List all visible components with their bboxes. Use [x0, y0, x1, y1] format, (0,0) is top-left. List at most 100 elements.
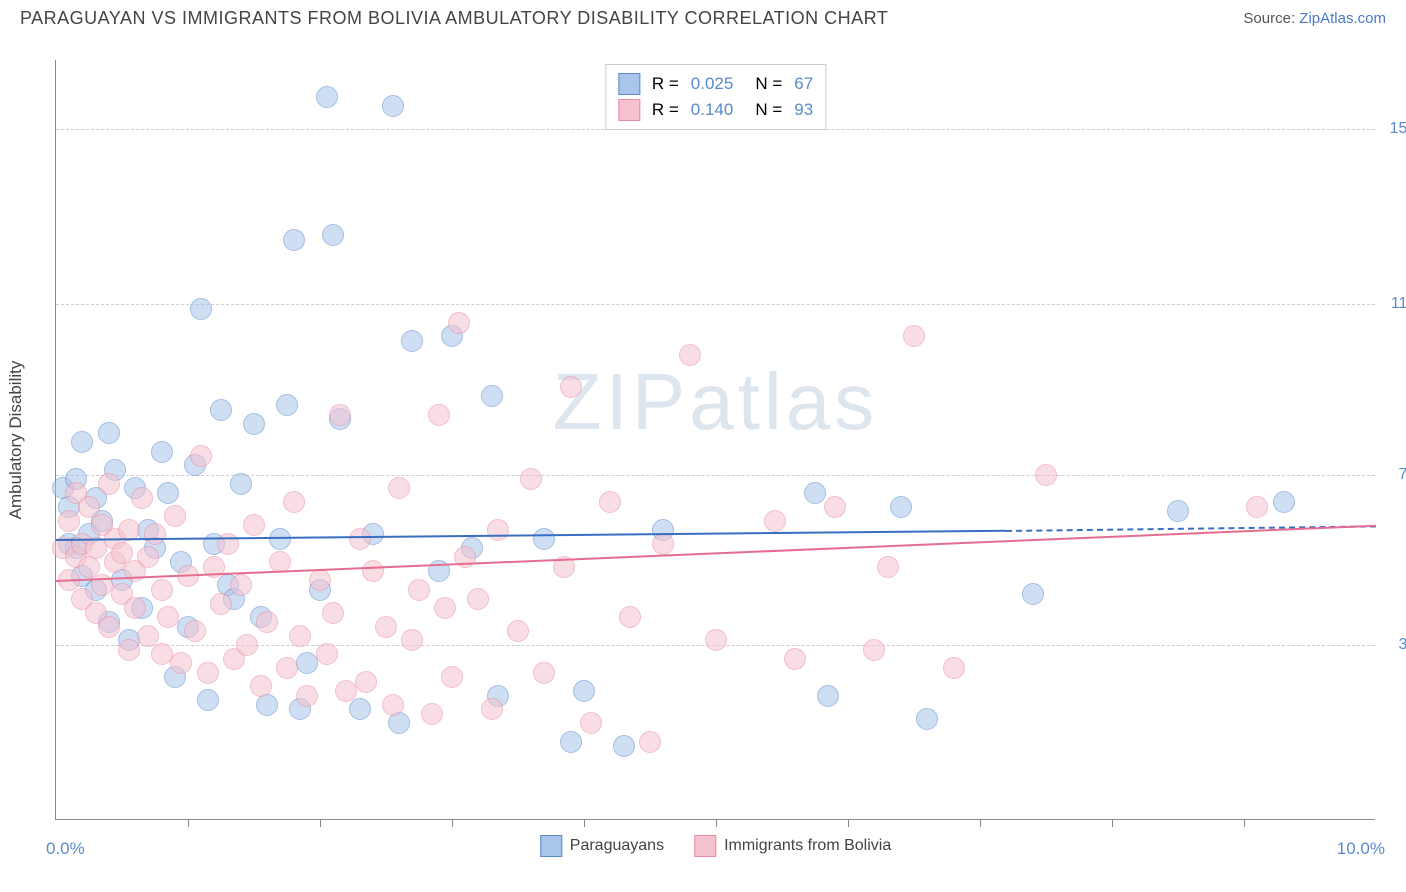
- scatter-point: [276, 657, 298, 679]
- scatter-point: [269, 528, 291, 550]
- scatter-point: [599, 491, 621, 513]
- scatter-point: [1246, 496, 1268, 518]
- scatter-point: [619, 606, 641, 628]
- legend-swatch: [694, 835, 716, 857]
- scatter-point: [309, 569, 331, 591]
- scatter-point: [817, 685, 839, 707]
- scatter-point: [560, 731, 582, 753]
- scatter-point: [877, 556, 899, 578]
- scatter-point: [296, 685, 318, 707]
- scatter-point: [388, 477, 410, 499]
- x-axis-min-label: 0.0%: [46, 839, 85, 859]
- scatter-point: [151, 441, 173, 463]
- scatter-point: [137, 546, 159, 568]
- x-tick: [848, 819, 849, 827]
- scatter-point: [243, 514, 265, 536]
- scatter-point: [98, 422, 120, 444]
- scatter-point: [804, 482, 826, 504]
- stats-row: R =0.025N =67: [618, 71, 813, 97]
- scatter-point: [560, 376, 582, 398]
- scatter-point: [349, 698, 371, 720]
- scatter-point: [118, 639, 140, 661]
- scatter-point: [349, 528, 371, 550]
- scatter-point: [903, 325, 925, 347]
- scatter-point: [467, 588, 489, 610]
- scatter-point: [190, 298, 212, 320]
- scatter-point: [441, 666, 463, 688]
- legend-label: Paraguayans: [570, 837, 664, 855]
- scatter-point: [283, 491, 305, 513]
- scatter-point: [362, 560, 384, 582]
- scatter-point: [573, 680, 595, 702]
- legend-item: Immigrants from Bolivia: [694, 835, 891, 857]
- scatter-point: [1273, 491, 1295, 513]
- legend-swatch: [540, 835, 562, 857]
- trend-line: [56, 530, 1006, 541]
- scatter-point: [382, 694, 404, 716]
- scatter-point: [652, 533, 674, 555]
- scatter-point: [613, 735, 635, 757]
- scatter-point: [256, 611, 278, 633]
- scatter-point: [580, 712, 602, 734]
- gridline: [56, 304, 1375, 305]
- scatter-point: [784, 648, 806, 670]
- chart-plot-area: Ambulatory Disability ZIPatlas 0.0% 10.0…: [55, 60, 1375, 820]
- scatter-point: [890, 496, 912, 518]
- scatter-point: [210, 593, 232, 615]
- chart-title: PARAGUAYAN VS IMMIGRANTS FROM BOLIVIA AM…: [20, 8, 888, 29]
- scatter-point: [335, 680, 357, 702]
- scatter-point: [157, 606, 179, 628]
- scatter-point: [824, 496, 846, 518]
- scatter-point: [151, 579, 173, 601]
- scatter-point: [401, 629, 423, 651]
- scatter-point: [679, 344, 701, 366]
- legend-swatch: [618, 73, 640, 95]
- scatter-point: [296, 652, 318, 674]
- x-tick: [1112, 819, 1113, 827]
- scatter-point: [705, 629, 727, 651]
- scatter-point: [375, 616, 397, 638]
- scatter-point: [382, 95, 404, 117]
- scatter-point: [507, 620, 529, 642]
- watermark: ZIPatlas: [553, 356, 878, 448]
- scatter-point: [184, 620, 206, 642]
- y-tick-label: 3.8%: [1399, 636, 1406, 654]
- scatter-point: [520, 468, 542, 490]
- scatter-point: [151, 643, 173, 665]
- scatter-point: [283, 229, 305, 251]
- scatter-point: [250, 675, 272, 697]
- scatter-point: [1167, 500, 1189, 522]
- scatter-point: [124, 597, 146, 619]
- source-link[interactable]: ZipAtlas.com: [1299, 10, 1386, 27]
- scatter-point: [322, 224, 344, 246]
- scatter-point: [1035, 464, 1057, 486]
- scatter-point: [164, 505, 186, 527]
- x-tick: [188, 819, 189, 827]
- scatter-point: [289, 625, 311, 647]
- scatter-point: [197, 662, 219, 684]
- stats-row: R =0.140N =93: [618, 97, 813, 123]
- scatter-point: [355, 671, 377, 693]
- scatter-point: [448, 312, 470, 334]
- scatter-point: [230, 574, 252, 596]
- scatter-point: [533, 662, 555, 684]
- scatter-point: [197, 689, 219, 711]
- scatter-point: [190, 445, 212, 467]
- x-tick: [1244, 819, 1245, 827]
- scatter-point: [217, 533, 239, 555]
- x-tick: [980, 819, 981, 827]
- legend-item: Paraguayans: [540, 835, 664, 857]
- legend-label: Immigrants from Bolivia: [724, 837, 891, 855]
- scatter-point: [322, 602, 344, 624]
- scatter-point: [98, 473, 120, 495]
- stats-legend: R =0.025N =67R =0.140N =93: [605, 64, 826, 130]
- scatter-point: [157, 482, 179, 504]
- scatter-point: [58, 510, 80, 532]
- scatter-point: [408, 579, 430, 601]
- gridline: [56, 129, 1375, 130]
- scatter-point: [316, 643, 338, 665]
- scatter-point: [144, 523, 166, 545]
- scatter-point: [421, 703, 443, 725]
- scatter-point: [131, 487, 153, 509]
- scatter-point: [533, 528, 555, 550]
